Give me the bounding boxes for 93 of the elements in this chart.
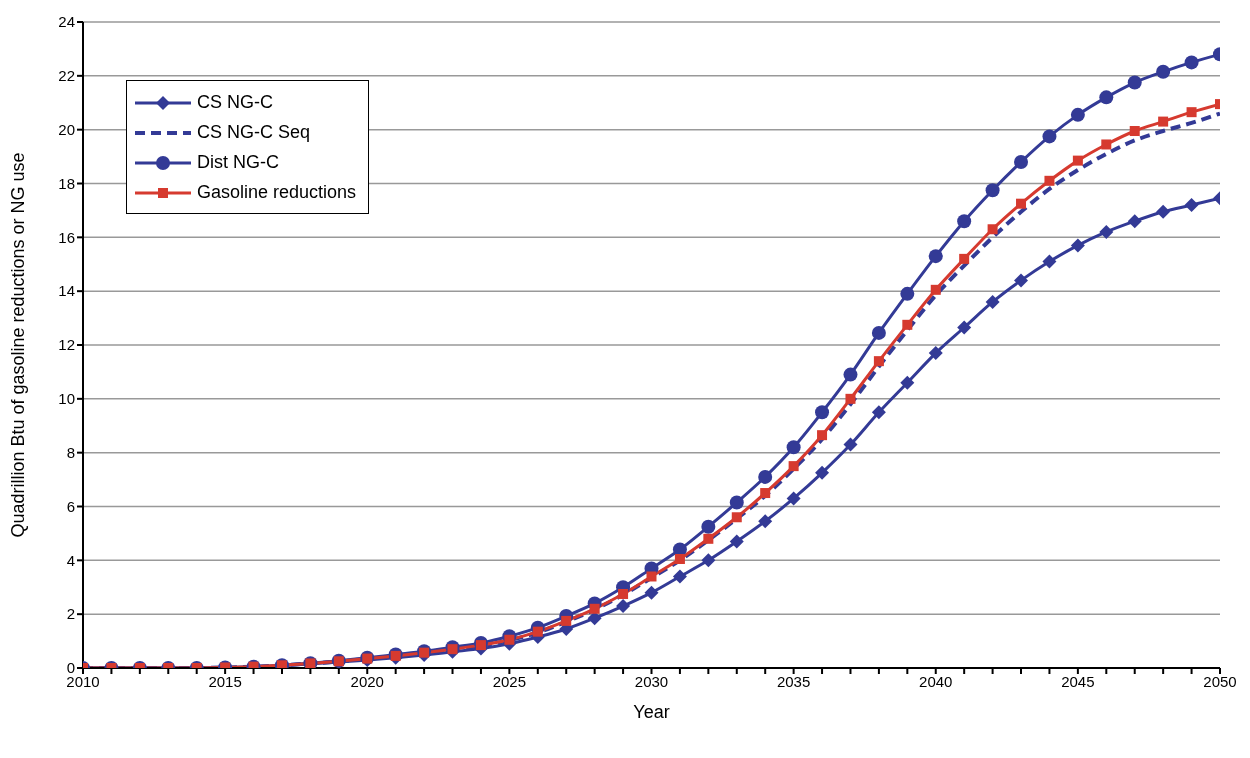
- point: [930, 284, 941, 295]
- point: [561, 615, 572, 626]
- y-tick-label: 14: [58, 282, 75, 300]
- point: [703, 533, 714, 544]
- point: [1042, 129, 1057, 144]
- point: [1158, 116, 1169, 127]
- point: [786, 440, 801, 455]
- point: [1184, 198, 1199, 213]
- point: [815, 465, 830, 480]
- point: [701, 553, 716, 568]
- point: [900, 286, 915, 301]
- point: [760, 488, 771, 499]
- point: [644, 585, 659, 600]
- point: [447, 644, 458, 655]
- point: [928, 249, 943, 264]
- x-tick-label: 2045: [1061, 672, 1095, 690]
- x-axis-title: Year: [633, 702, 670, 722]
- x-tick-label: 2050: [1203, 672, 1237, 690]
- point: [1070, 238, 1085, 253]
- point: [902, 319, 913, 330]
- y-tick-label: 18: [58, 174, 75, 192]
- x-tick-label: 2015: [208, 672, 242, 690]
- point: [957, 214, 972, 229]
- point: [788, 461, 799, 472]
- point: [1099, 224, 1114, 239]
- y-tick-label: 16: [58, 228, 75, 246]
- point: [1156, 204, 1171, 219]
- y-tick-label: 12: [58, 336, 75, 354]
- legend-label: CS NG-C: [197, 92, 273, 112]
- point: [1127, 75, 1142, 90]
- point: [815, 405, 830, 420]
- point: [843, 437, 858, 452]
- point: [1101, 139, 1112, 150]
- y-tick-label: 20: [58, 120, 75, 138]
- point: [504, 634, 515, 645]
- point: [729, 534, 744, 549]
- y-tick-label: 22: [58, 67, 75, 85]
- point: [843, 367, 858, 382]
- x-tick-label: 2020: [350, 672, 384, 690]
- y-axis-title: Quadrillion Btu of gasoline reductions or NG use: [8, 152, 29, 538]
- point: [985, 294, 1000, 309]
- point: [985, 183, 1000, 198]
- point: [1014, 154, 1029, 169]
- point: [1184, 55, 1199, 70]
- point: [845, 393, 856, 404]
- y-tick-label: 10: [58, 390, 75, 408]
- point: [729, 495, 744, 510]
- legend-label: CS NG-C Seq: [197, 122, 311, 142]
- point: [674, 553, 685, 564]
- point: [959, 253, 970, 264]
- point: [786, 491, 801, 506]
- point: [589, 603, 600, 614]
- x-tick-label: 2025: [492, 672, 527, 690]
- point: [1072, 155, 1083, 166]
- point: [957, 320, 972, 335]
- legend-label: Dist NG-C: [197, 152, 279, 172]
- point: [871, 325, 886, 340]
- y-tick-label: 2: [66, 605, 75, 623]
- point: [1129, 126, 1140, 137]
- point: [1044, 175, 1055, 186]
- point: [1014, 273, 1029, 288]
- point: [900, 375, 915, 390]
- point: [1070, 107, 1085, 122]
- point: [817, 430, 828, 441]
- point: [758, 469, 773, 484]
- point: [587, 611, 602, 626]
- point: [1042, 254, 1057, 269]
- point: [1127, 214, 1142, 229]
- point: [873, 356, 884, 367]
- x-tick-label: 2035: [776, 672, 811, 690]
- x-tick-label: 2030: [634, 672, 669, 690]
- point: [731, 512, 742, 523]
- y-tick-label: 6: [66, 497, 75, 515]
- x-tick-label: 2040: [919, 672, 953, 690]
- point: [672, 569, 687, 584]
- y-tick-label: 8: [66, 443, 75, 461]
- point: [1186, 107, 1197, 118]
- point: [1016, 198, 1027, 209]
- point: [1156, 64, 1171, 79]
- point: [871, 405, 886, 420]
- point: [532, 626, 543, 637]
- point: [928, 346, 943, 361]
- legend-label: Gasoline reductions: [197, 182, 357, 202]
- point: [987, 224, 998, 235]
- point: [701, 519, 716, 534]
- point: [618, 588, 629, 599]
- point: [616, 599, 631, 614]
- point: [475, 640, 486, 651]
- point: [646, 571, 657, 582]
- point: [1099, 90, 1114, 105]
- point: [758, 514, 773, 529]
- y-tick-label: 4: [66, 551, 75, 569]
- y-tick-label: 24: [58, 13, 75, 31]
